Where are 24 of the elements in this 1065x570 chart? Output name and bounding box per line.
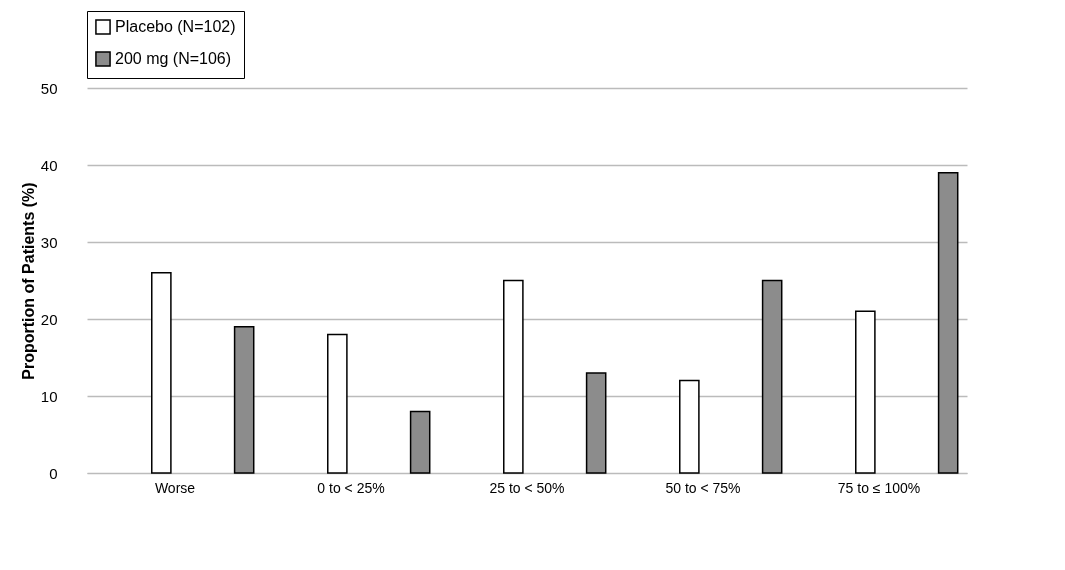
bar [585,372,607,474]
bar [761,279,783,474]
x-tick-label: 50 to < 75% [665,479,741,496]
bar [327,333,348,474]
x-tick-label: 0 to < 25% [317,479,385,496]
y-tick-label: 30 [40,233,58,251]
y-tick-label: 40 [40,156,58,174]
bar [151,272,172,474]
y-tick-label: 0 [49,464,58,482]
y-tick-label: 50 [40,79,58,97]
legend-label: 200 mg (N=106) [115,50,232,67]
legend-label: Placebo (N=102) [115,18,236,35]
bar [679,379,700,474]
bar [233,325,255,474]
bar [409,410,431,474]
bar [503,279,524,474]
y-axis-title: Proportion of Patients (%) [19,182,37,380]
y-tick-label: 20 [40,310,58,328]
bar [937,171,959,474]
x-tick-label: 25 to < 50% [489,479,565,496]
y-tick-label: 10 [40,387,58,405]
x-tick-label: 75 to ≤ 100% [837,479,921,496]
x-tick-label: Worse [154,479,196,496]
bar [855,310,876,474]
